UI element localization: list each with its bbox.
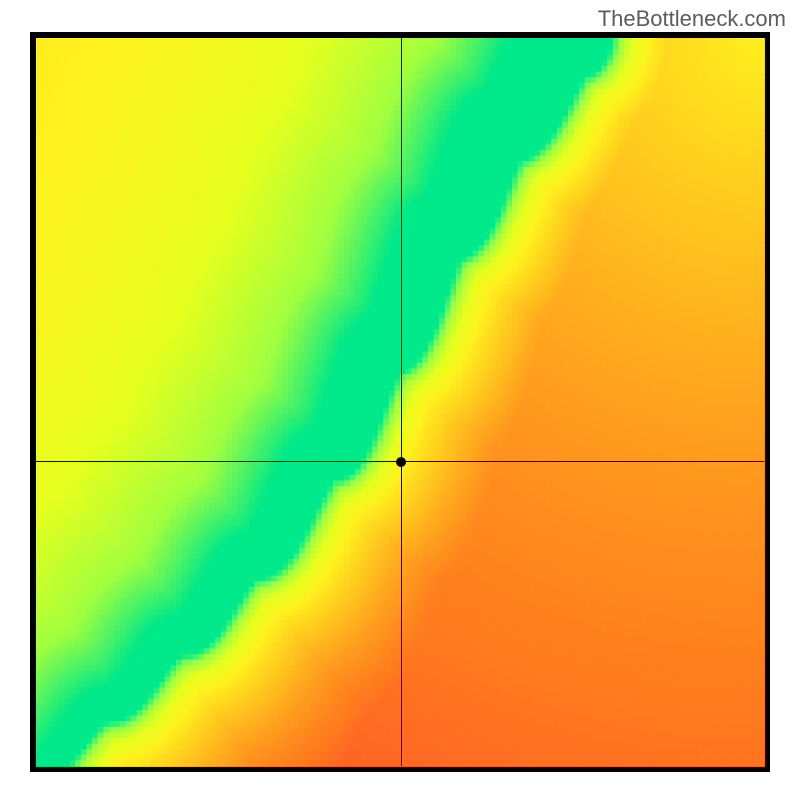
watermark-text: TheBottleneck.com (598, 6, 786, 32)
heatmap-plot (30, 32, 770, 772)
crosshair-marker[interactable] (396, 457, 406, 467)
crosshair-vertical (401, 38, 402, 766)
